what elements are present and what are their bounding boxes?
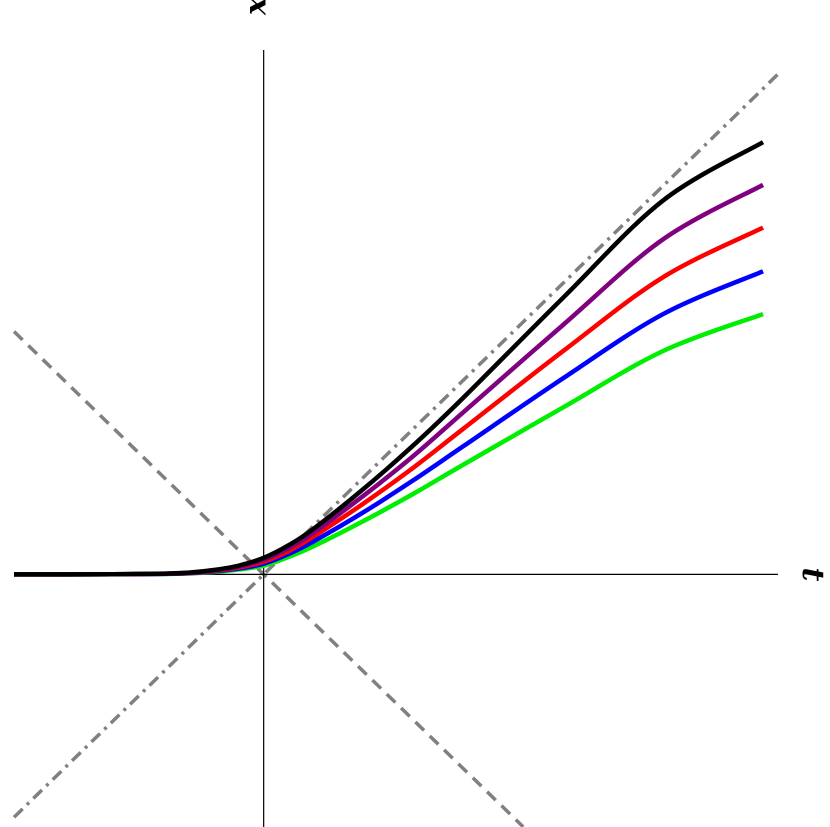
series-line-0 — [13, 311, 764, 577]
reference-line-1 — [12, 330, 525, 827]
series-lines — [13, 140, 765, 577]
series-line-4 — [13, 140, 765, 577]
reference-lines — [12, 72, 780, 827]
y-axis-label: x — [239, 0, 274, 16]
series-line-1 — [13, 269, 764, 577]
axes — [14, 50, 778, 827]
reference-line-0 — [12, 72, 780, 819]
x-axis-label: t — [795, 567, 830, 581]
series-line-3 — [13, 182, 765, 577]
series-line-2 — [13, 225, 765, 577]
